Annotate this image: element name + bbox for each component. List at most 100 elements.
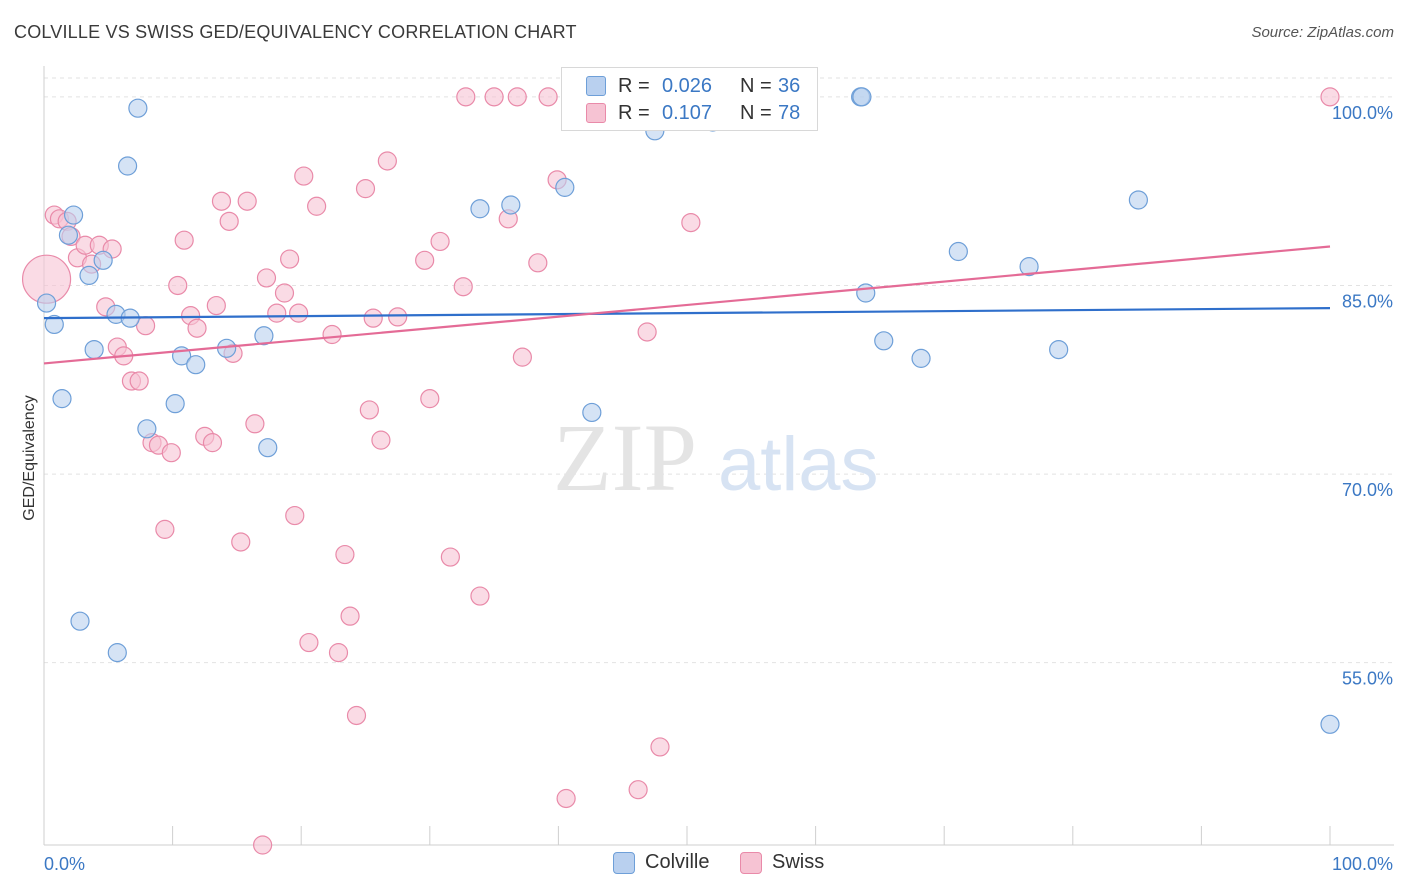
legend-row-colville: R = 0.026 N = 36 <box>586 74 800 98</box>
legend-label-swiss: Swiss <box>772 851 825 873</box>
colville-legend-icon <box>613 851 635 874</box>
colville-point <box>36 293 57 313</box>
colville-point <box>117 156 138 176</box>
colville-point <box>63 205 84 225</box>
swiss-point <box>346 705 367 726</box>
colville-point <box>79 265 99 286</box>
swiss-point <box>637 322 657 342</box>
colville-point <box>186 355 206 375</box>
swiss-point <box>322 324 342 345</box>
swiss-point <box>507 87 527 107</box>
swiss-point <box>174 230 194 250</box>
colville-point <box>852 87 872 107</box>
colville-point <box>52 389 72 409</box>
y-tick-label: 70.0% <box>1342 480 1393 500</box>
colville-point <box>948 241 968 262</box>
swiss-point <box>371 430 391 450</box>
colville-point <box>70 611 90 631</box>
swiss-point <box>285 505 305 526</box>
swiss-point <box>1320 87 1340 107</box>
swiss-point <box>237 191 257 211</box>
swiss-point <box>456 87 476 107</box>
colville-point <box>254 326 274 346</box>
colville-point <box>582 402 602 423</box>
swiss-point <box>335 544 355 565</box>
swiss-point <box>294 166 314 186</box>
swiss-point <box>187 318 207 338</box>
swiss-point <box>253 835 273 855</box>
swiss-point <box>340 606 360 626</box>
swiss-point <box>420 389 440 409</box>
swiss-point <box>219 211 239 231</box>
swiss-point <box>528 253 548 273</box>
colville-point <box>258 438 278 458</box>
legend-item-colville[interactable]: Colville <box>613 851 709 874</box>
colville-trend-line <box>43 307 1331 320</box>
swiss-point <box>211 191 232 211</box>
swiss-swatch-icon <box>586 103 606 123</box>
correlation-legend: R = 0.026 N = 36 R = 0.107 N = 78 <box>561 67 818 131</box>
colville-point <box>1019 257 1039 277</box>
legend-r-value-swiss: 0.107 <box>662 101 713 124</box>
legend-n-label: N = <box>740 74 772 97</box>
gridlines <box>44 77 1394 664</box>
legend-item-swiss[interactable]: Swiss <box>740 851 824 874</box>
swiss-point <box>388 307 408 327</box>
tick-labels: 55.0% 70.0% 85.0% 100.0% 0.0% 100.0% <box>44 103 1393 874</box>
legend-label-colville: Colville <box>645 851 710 873</box>
swiss-points <box>21 87 1340 855</box>
swiss-point <box>328 643 349 663</box>
legend-r-label: R = <box>618 101 650 124</box>
swiss-point <box>129 371 149 391</box>
colville-swatch-icon <box>586 76 606 96</box>
colville-point <box>470 199 490 219</box>
swiss-point <box>256 268 277 288</box>
swiss-point <box>440 547 460 567</box>
colville-point <box>93 250 113 270</box>
colville-point <box>1128 190 1148 210</box>
colville-points <box>36 87 1340 734</box>
colville-point <box>911 348 931 368</box>
swiss-point <box>245 414 265 434</box>
legend-row-swiss: R = 0.107 N = 78 <box>586 101 800 125</box>
y-tick-label: 100.0% <box>1332 103 1393 123</box>
swiss-point <box>231 532 251 552</box>
y-axis-label: GED/Equivalency <box>21 395 38 521</box>
legend-n-value-swiss: 78 <box>778 101 801 124</box>
colville-point <box>58 225 79 245</box>
swiss-point <box>556 788 576 809</box>
swiss-point <box>355 179 376 199</box>
swiss-point <box>274 283 295 303</box>
swiss-point <box>512 347 532 367</box>
swiss-point <box>299 632 319 653</box>
y-tick-label: 55.0% <box>1342 669 1393 689</box>
swiss-trend-line <box>43 245 1331 365</box>
y-tick-label: 85.0% <box>1342 291 1393 311</box>
swiss-point <box>280 249 300 269</box>
colville-point <box>84 339 104 360</box>
colville-point <box>128 98 148 118</box>
swiss-point <box>453 277 473 297</box>
swiss-point <box>538 87 558 107</box>
colville-point <box>874 331 894 351</box>
swiss-point <box>681 212 701 233</box>
swiss-point <box>415 250 435 270</box>
source-label: Source: ZipAtlas.com <box>1251 24 1394 41</box>
swiss-point <box>430 231 450 252</box>
x-tick-label: 100.0% <box>1332 854 1393 874</box>
colville-point <box>44 314 64 335</box>
trend-lines <box>43 245 1331 365</box>
swiss-point <box>363 308 383 328</box>
swiss-point <box>359 400 379 420</box>
swiss-point <box>650 737 670 757</box>
legend-r-value-colville: 0.026 <box>662 74 713 97</box>
x-tick-label: 0.0% <box>44 854 85 874</box>
colville-point <box>137 419 157 439</box>
swiss-point <box>155 519 175 539</box>
legend-n-label: N = <box>740 101 772 124</box>
colville-point <box>1049 339 1069 360</box>
watermark: ZIP atlas <box>553 404 879 511</box>
swiss-point <box>470 586 490 606</box>
colville-point <box>555 177 575 197</box>
